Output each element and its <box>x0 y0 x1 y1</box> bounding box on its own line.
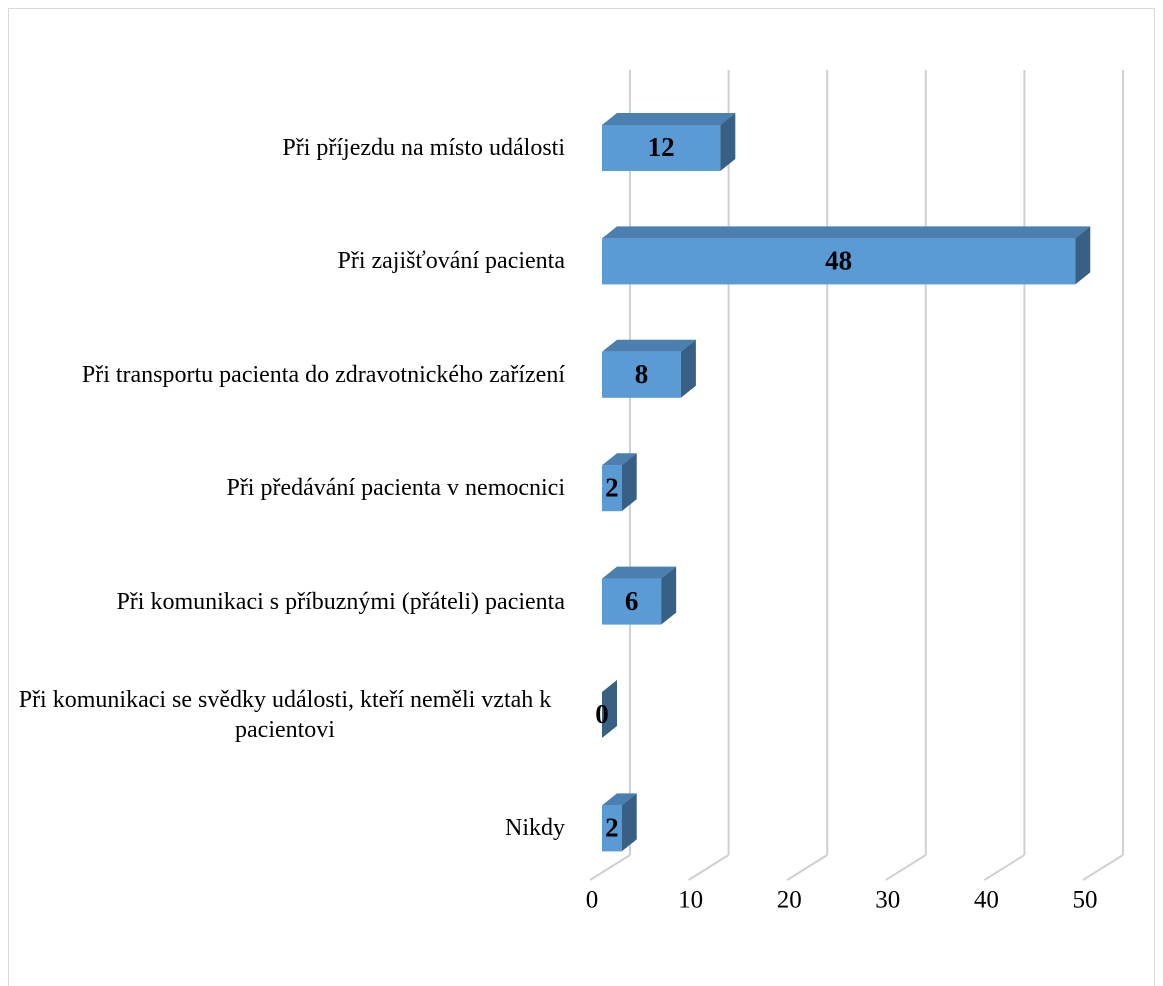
value-label: 48 <box>825 246 852 276</box>
value-label: 8 <box>635 359 649 389</box>
x-tick-label: 20 <box>777 887 802 914</box>
bar <box>602 238 1076 285</box>
grid-line-floor <box>786 854 828 881</box>
x-tick-label: 50 <box>1073 887 1098 914</box>
y-tick-label: Při komunikaci s příbuznými (přáteli) pa… <box>116 588 565 615</box>
y-tick-label: Při zajišťování pacienta <box>337 248 565 275</box>
category-label-box: Při příjezdu na místo události <box>5 108 565 188</box>
bar-top <box>602 793 637 806</box>
grid-line-floor <box>983 854 1025 881</box>
bar-side <box>621 453 637 512</box>
y-tick-label: Při komunikaci se svědky události, kteří… <box>18 687 552 743</box>
y-tick-label: Nikdy <box>505 815 565 842</box>
category-label-box: Při předávání pacienta v nemocnici <box>5 448 565 528</box>
bar-side <box>1075 226 1091 285</box>
category-label-box: Při komunikaci se svědky události, kteří… <box>5 675 565 755</box>
bar <box>602 351 681 398</box>
bar <box>602 125 721 171</box>
category-label-box: Při transportu pacienta do zdravotnickéh… <box>5 335 565 415</box>
y-tick-label: Při předávání pacienta v nemocnici <box>226 475 565 502</box>
value-label: 2 <box>605 813 619 843</box>
value-label: 6 <box>625 586 639 616</box>
category-label-box: Při zajišťování pacienta <box>5 221 565 301</box>
x-tick-label: 40 <box>974 887 999 914</box>
bar-top <box>602 566 677 579</box>
bar <box>602 465 622 512</box>
value-label: 0 <box>595 699 609 729</box>
bar <box>602 805 622 852</box>
x-tick-label: 0 <box>586 887 599 914</box>
chart-border <box>8 8 1155 986</box>
grid-line-floor <box>589 854 631 881</box>
bar-side <box>680 339 696 398</box>
bar <box>602 578 662 625</box>
x-tick-label: 30 <box>875 887 900 914</box>
bar-side <box>621 793 637 852</box>
y-tick-label: Při transportu pacienta do zdravotnickéh… <box>81 361 565 388</box>
grid-line-floor <box>688 854 730 881</box>
value-label: 2 <box>605 472 619 502</box>
bar-top <box>602 226 1091 239</box>
value-label: 12 <box>648 132 675 162</box>
bar-top <box>602 339 696 352</box>
bar-top <box>602 453 637 466</box>
category-label-box: Při komunikaci s příbuznými (přáteli) pa… <box>5 562 565 642</box>
category-label-box: Nikdy <box>5 788 565 868</box>
bar-side <box>720 113 736 171</box>
grid-line-floor <box>1082 854 1124 881</box>
bar-side <box>602 680 617 738</box>
bar-top <box>602 113 736 125</box>
grid-line-floor <box>885 854 927 881</box>
y-tick-label: Při příjezdu na místo události <box>282 135 565 161</box>
x-tick-label: 10 <box>678 887 703 914</box>
bar-side <box>661 566 677 625</box>
